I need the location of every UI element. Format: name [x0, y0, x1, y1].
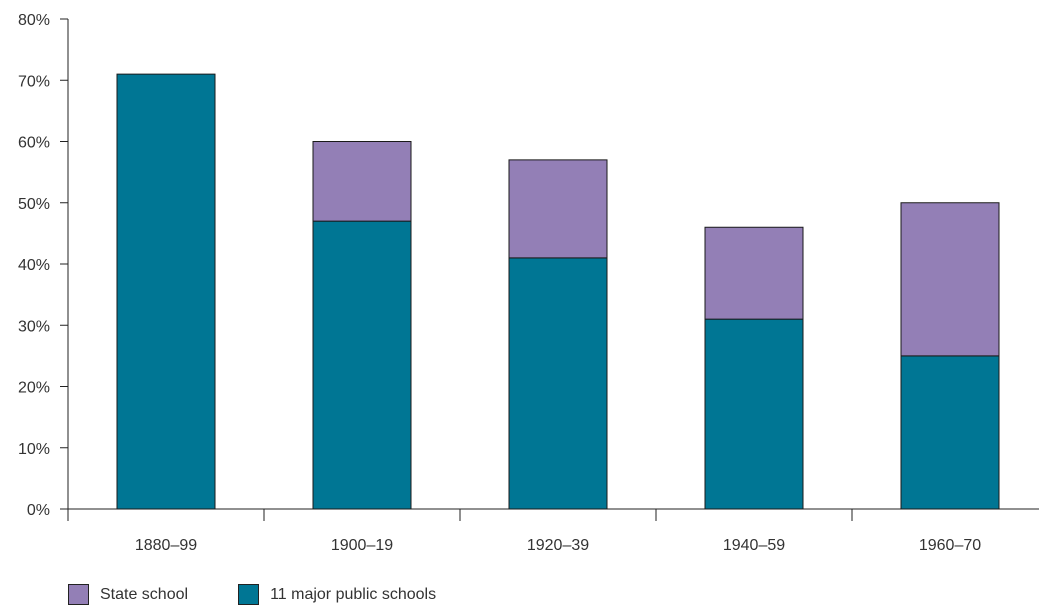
- legend-label-public-schools: 11 major public schools: [270, 585, 437, 603]
- y-tick-label: 0%: [27, 502, 50, 519]
- legend: State school 11 major public schools: [68, 584, 486, 605]
- bar-segment-state-school: [704, 226, 804, 320]
- x-tick-label: 1900–19: [331, 537, 393, 554]
- legend-item-public-schools: 11 major public schools: [238, 584, 436, 605]
- legend-item-state-school: State school: [68, 584, 188, 605]
- legend-swatch-public-schools: [238, 584, 260, 605]
- x-tick-label: 1920–39: [527, 537, 589, 554]
- y-tick-label: 40%: [18, 257, 50, 274]
- bar-segment-public-schools: [900, 355, 1000, 510]
- y-tick-label: 70%: [18, 73, 50, 90]
- legend-label-state-school: State school: [100, 585, 189, 603]
- legend-swatch-state-school: [68, 584, 89, 605]
- y-tick-label: 60%: [18, 135, 50, 152]
- y-tick-label: 30%: [18, 318, 50, 335]
- bar-segment-public-schools: [116, 73, 216, 510]
- bar-segment-state-school: [312, 141, 412, 222]
- y-tick-label: 50%: [18, 196, 50, 213]
- x-tick-label: 1880–99: [135, 537, 197, 554]
- y-tick-label: 80%: [18, 12, 50, 29]
- bar-segment-public-schools: [508, 257, 608, 510]
- bar-segment-state-school: [508, 159, 608, 259]
- x-tick-label: 1940–59: [723, 537, 785, 554]
- x-tick-label: 1960–70: [919, 537, 981, 554]
- bar-segment-public-schools: [704, 318, 804, 510]
- bar-segment-state-school: [900, 202, 1000, 357]
- y-tick-label: 20%: [18, 380, 50, 397]
- bar-segment-public-schools: [312, 220, 412, 510]
- stacked-bar-chart: 0% 10% 20% 30% 40% 50% 60% 70% 80% 1880–99 1900–19…: [18, 12, 1039, 554]
- y-tick-label: 10%: [18, 441, 50, 458]
